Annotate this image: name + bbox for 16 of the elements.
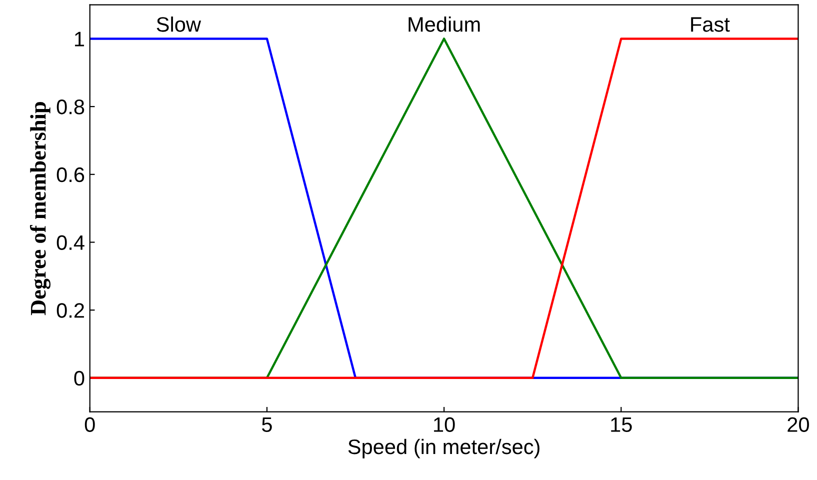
x-axis-title: Speed (in meter/sec) [348,438,540,458]
x-tick-label: 20 [788,417,809,432]
x-tick-label: 5 [262,417,272,432]
y-tick-label: 0.2 [56,303,84,318]
x-tick-label: 15 [611,417,632,432]
series-label: Slow [156,16,202,32]
y-tick-label: 0.4 [56,235,84,250]
series-label: Fast [691,17,730,32]
x-tick-label: 10 [434,417,455,432]
y-tick-label: 1 [75,32,84,46]
y-tick-label: 0.6 [56,167,84,182]
y-tick-label: 0.8 [56,100,84,114]
y-tick-label: 0 [74,370,84,386]
x-tick-label: 0 [84,417,95,432]
series-label: Medium [408,16,480,32]
y-axis-title: Degree of membership [30,102,50,316]
